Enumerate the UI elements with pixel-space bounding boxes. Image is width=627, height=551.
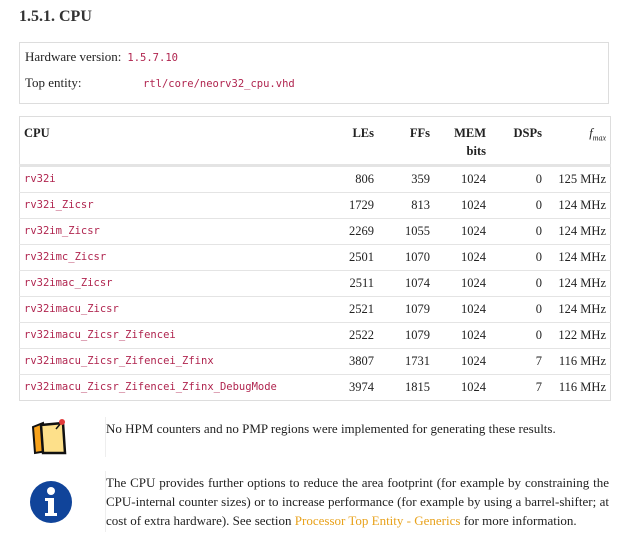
sticky-note-icon [31,419,67,455]
note-text: No HPM counters and no PMP regions were … [106,421,556,436]
les-cell: 2522 [324,322,378,349]
dsps-cell: 0 [490,296,546,323]
table-row: rv32imacu_Zicsr 2521 1079 1024 0 124 MHz [19,296,611,323]
dsps-header: DSPs [490,116,546,167]
dsps-cell: 0 [490,322,546,349]
les-cell: 2269 [324,218,378,245]
processor-generics-link[interactable]: Processor Top Entity - Generics [294,513,461,528]
les-cell: 3807 [324,348,378,375]
table-header: CPU LEs FFs MEM bits DSPs fmax [19,116,611,167]
mem-bits-cell: 1024 [434,165,490,193]
ffs-cell: 1055 [378,218,434,245]
table-row: rv32imacu_Zicsr_Zifencei 2522 1079 1024 0 122… [19,322,611,349]
fmax-cell: 116 MHz [546,348,611,375]
ffs-cell: 813 [378,192,434,219]
table-row: rv32imacu_Zicsr_Zifencei_Zfinx 3807 1731 10… [19,348,611,375]
mem-bits-cell: 1024 [434,322,490,349]
cpu-config-cell: rv32i [19,165,324,193]
tip-admonition: The CPU provides further options to redu… [19,471,609,532]
les-cell: 3974 [324,374,378,401]
fmax-cell: 125 MHz [546,165,611,193]
cpu-config-cell: rv32imacu_Zicsr [19,296,324,323]
cpu-header: CPU [19,116,324,167]
dsps-cell: 7 [490,348,546,375]
fmax-cell: 124 MHz [546,296,611,323]
cpu-resource-table: CPU LEs FFs MEM bits DSPs fmax rv32i 806 3… [19,116,611,401]
ffs-cell: 1070 [378,244,434,271]
table-row: rv32imc_Zicsr 2501 1070 1024 0 124 MHz [19,244,611,271]
table-row: rv32i 806 359 1024 0 125 MHz [19,165,611,193]
cpu-config-cell: rv32imacu_Zicsr_Zifencei_Zfinx [19,348,324,375]
mem-bits-cell: 1024 [434,244,490,271]
mem-bits-cell: 1024 [434,192,490,219]
table-row: rv32i_Zicsr 1729 813 1024 0 124 MHz [19,192,611,219]
les-cell: 2511 [324,270,378,297]
table-body: rv32i 806 359 1024 0 125 MHz rv32i_Zicsr 1729 81… [19,165,611,401]
table-row: rv32imac_Zicsr 2511 1074 1024 0 124 MHz [19,270,611,297]
fmax-cell: 124 MHz [546,218,611,245]
mem-bits-cell: 1024 [434,270,490,297]
ffs-header: FFs [378,116,434,167]
cpu-config-cell: rv32imc_Zicsr [19,244,324,271]
top-entity-label: Top entity: [25,75,82,90]
mem-bits-header: MEM bits [434,116,490,167]
top-entity-value: rtl/core/neorv32_cpu.vhd [143,78,295,90]
les-cell: 2501 [324,244,378,271]
ffs-cell: 1079 [378,296,434,323]
fmax-cell: 124 MHz [546,270,611,297]
tip-text: The CPU provides further options to redu… [106,475,609,528]
top-entity-row: Top entity: rtl/core/neorv32_cpu.vhd [25,73,608,99]
fmax-cell: 124 MHz [546,244,611,271]
note-admonition: No HPM counters and no PMP regions were … [19,417,609,457]
fmax-cell: 122 MHz [546,322,611,349]
fmax-cell: 116 MHz [546,374,611,401]
dsps-cell: 0 [490,218,546,245]
cpu-config-cell: rv32imac_Zicsr [19,270,324,297]
dsps-cell: 0 [490,244,546,271]
les-cell: 1729 [324,192,378,219]
cpu-config-cell: rv32imacu_Zicsr_Zifencei [19,322,324,349]
section-heading: 1.5.1. CPU [19,8,92,25]
hardware-version-value: 1.5.7.10 [127,52,178,64]
mem-bits-cell: 1024 [434,374,490,401]
les-cell: 806 [324,165,378,193]
mem-bits-cell: 1024 [434,348,490,375]
dsps-cell: 0 [490,270,546,297]
page-content: 1.5.1. CPU Hardware version: 1.5.7.10 Top… [19,8,611,532]
hardware-version-label: Hardware version: [25,49,122,64]
ffs-cell: 1079 [378,322,434,349]
cpu-config-cell: rv32im_Zicsr [19,218,324,245]
ffs-cell: 1074 [378,270,434,297]
cpu-config-cell: rv32i_Zicsr [19,192,324,219]
mem-bits-cell: 1024 [434,296,490,323]
ffs-cell: 359 [378,165,434,193]
hardware-info-box: Hardware version: 1.5.7.10 Top entity: rtl… [19,42,609,104]
dsps-cell: 7 [490,374,546,401]
ffs-cell: 1731 [378,348,434,375]
tip-text-after: for more information. [460,513,577,528]
info-icon [30,480,72,523]
fmax-header: fmax [546,116,611,167]
les-header: LEs [324,116,378,167]
dsps-cell: 0 [490,192,546,219]
mem-bits-cell: 1024 [434,218,490,245]
table-row: rv32im_Zicsr 2269 1055 1024 0 124 MHz [19,218,611,245]
table-row: rv32imacu_Zicsr_Zifencei_Zfinx_DebugMode… [19,374,611,401]
les-cell: 2521 [324,296,378,323]
dsps-cell: 0 [490,165,546,193]
ffs-cell: 1815 [378,374,434,401]
hardware-version-row: Hardware version: 1.5.7.10 [25,47,608,73]
fmax-cell: 124 MHz [546,192,611,219]
cpu-config-cell: rv32imacu_Zicsr_Zifencei_Zfinx_DebugMode [19,374,324,401]
